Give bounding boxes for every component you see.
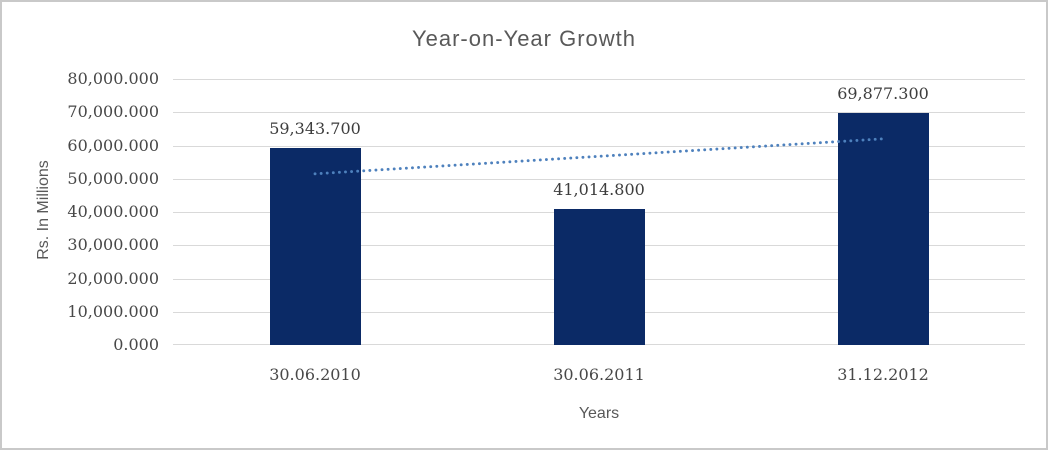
y-tick-label: 40,000.000 bbox=[67, 202, 159, 221]
y-tick-label: 50,000.000 bbox=[67, 168, 159, 188]
plot-area: 59,343.700 41,014.800 69,877.300 bbox=[173, 79, 1025, 345]
y-tick-label: 20,000.000 bbox=[67, 268, 159, 288]
y-tick-label: 80,000.000 bbox=[67, 69, 159, 88]
data-label: 69,877.300 bbox=[837, 83, 929, 103]
y-tick-label: 0.000 bbox=[113, 335, 159, 354]
data-label: 41,014.800 bbox=[553, 179, 645, 199]
data-label: 59,343.700 bbox=[269, 118, 361, 138]
bar-30.06.2010 bbox=[269, 147, 361, 345]
y-tick-label: 60,000.000 bbox=[67, 135, 159, 155]
x-tick-label: 31.12.2012 bbox=[837, 365, 929, 384]
gridline bbox=[173, 79, 1025, 80]
x-axis-title: Years bbox=[578, 405, 620, 422]
bar-31.12.2012 bbox=[837, 112, 929, 345]
y-tick-label: 10,000.000 bbox=[67, 301, 159, 321]
trendline bbox=[313, 137, 885, 176]
bar-30.06.2011 bbox=[553, 208, 645, 345]
y-tick-label: 70,000.000 bbox=[67, 102, 159, 122]
gridline bbox=[173, 178, 1025, 180]
x-tick-label: 30.06.2011 bbox=[553, 365, 645, 384]
gridline bbox=[173, 112, 1025, 114]
gridline bbox=[173, 145, 1025, 147]
chart-title: Year-on-Year Growth bbox=[411, 26, 637, 51]
y-tick-label: 30,000.000 bbox=[67, 235, 159, 255]
x-tick-label: 30.06.2010 bbox=[269, 365, 361, 384]
